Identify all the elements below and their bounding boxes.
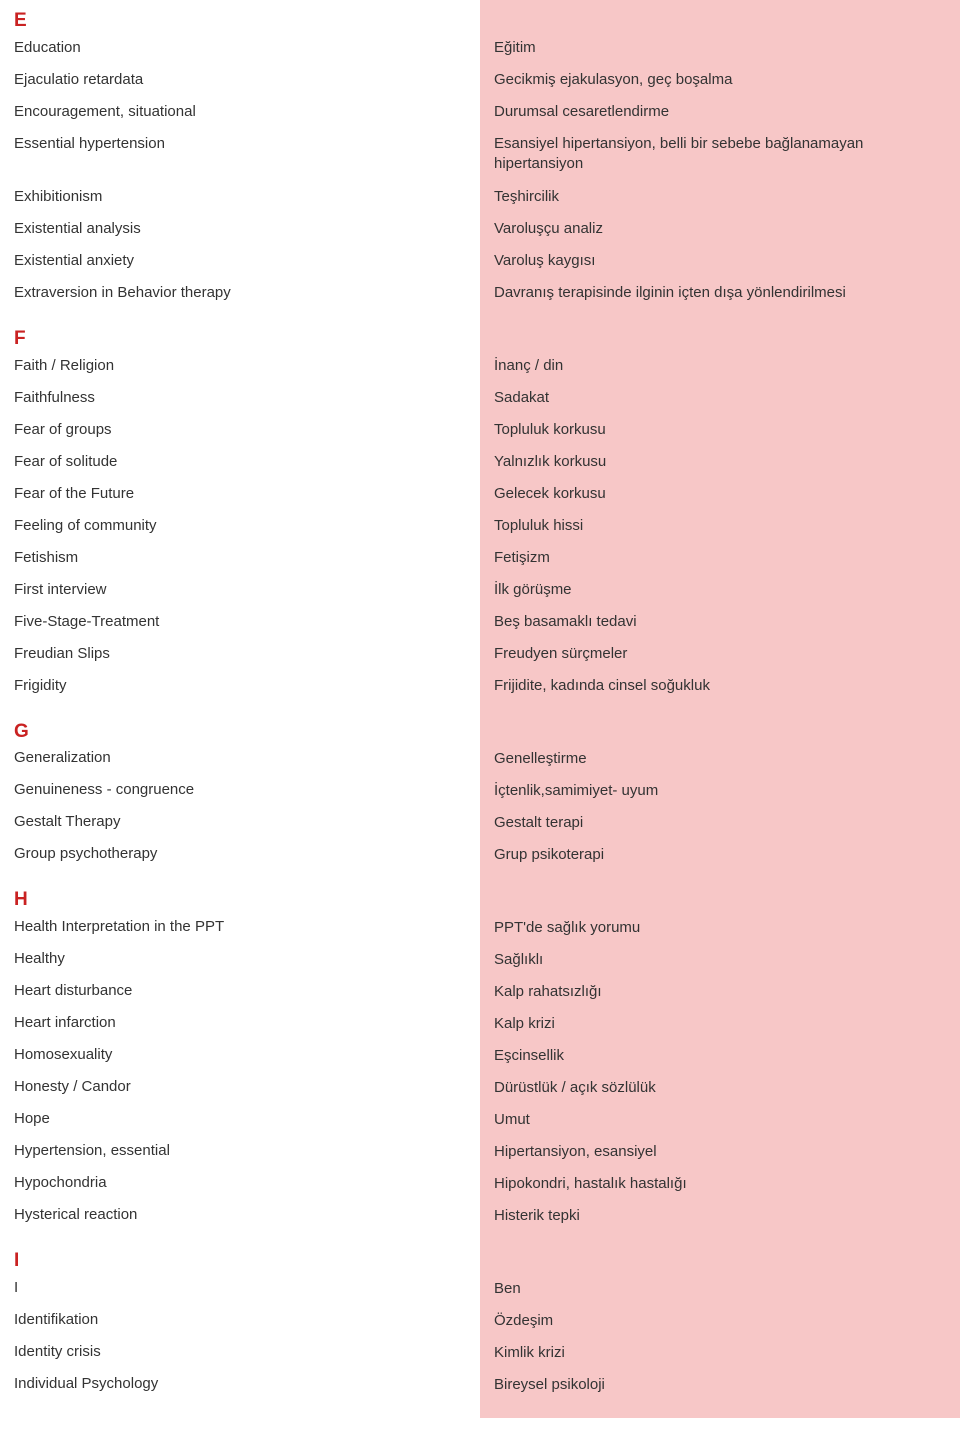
turkish-column: EğitimGecikmiş ejakulasyon, geç boşalmaD… bbox=[480, 0, 960, 1418]
term-tr: Sadakat bbox=[494, 385, 946, 417]
section-letter: F bbox=[14, 328, 466, 351]
term-tr: Bireysel psikoloji bbox=[494, 1372, 946, 1404]
term-en: Five-Stage-Treatment bbox=[14, 609, 466, 641]
term-en: Individual Psychology bbox=[14, 1371, 466, 1403]
term-en: Feeling of community bbox=[14, 513, 466, 545]
term-en: Freudian Slips bbox=[14, 641, 466, 673]
term-tr: Gelecek korkusu bbox=[494, 481, 946, 513]
term-tr: Hipertansiyon, esansiyel bbox=[494, 1139, 946, 1171]
term-tr: İnanç / din bbox=[494, 353, 946, 385]
term-tr: Eşcinsellik bbox=[494, 1043, 946, 1075]
term-tr: Hipokondri, hastalık hastalığı bbox=[494, 1171, 946, 1203]
section-spacer bbox=[494, 874, 946, 915]
term-tr: Topluluk korkusu bbox=[494, 417, 946, 449]
term-tr: Özdeşim bbox=[494, 1308, 946, 1340]
term-en: Fear of the Future bbox=[14, 481, 466, 513]
term-en: Generalization bbox=[14, 745, 466, 777]
term-en: Extraversion in Behavior therapy bbox=[14, 280, 466, 312]
term-tr: Kalp rahatsızlığı bbox=[494, 979, 946, 1011]
term-en: Hypochondria bbox=[14, 1170, 466, 1202]
glossary-table: EEducationEjaculatio retardataEncouragem… bbox=[0, 0, 960, 1418]
term-en: Heart infarction bbox=[14, 1010, 466, 1042]
term-en: First interview bbox=[14, 577, 466, 609]
section-letter: E bbox=[14, 10, 466, 33]
term-en: Fear of groups bbox=[14, 417, 466, 449]
term-en: Health Interpretation in the PPT bbox=[14, 914, 466, 946]
term-en: Gestalt Therapy bbox=[14, 809, 466, 841]
term-tr: Frijidite, kadında cinsel soğukluk bbox=[494, 673, 946, 705]
term-tr: Varoluşçu analiz bbox=[494, 216, 946, 248]
term-en: Encouragement, situational bbox=[14, 99, 466, 131]
term-en: Faithfulness bbox=[14, 385, 466, 417]
section-spacer bbox=[494, 312, 946, 353]
term-en: Fetishism bbox=[14, 545, 466, 577]
term-en: Essential hypertension bbox=[14, 131, 466, 184]
term-tr: Ben bbox=[494, 1276, 946, 1308]
term-tr: Gestalt terapi bbox=[494, 810, 946, 842]
term-en: Identifikation bbox=[14, 1307, 466, 1339]
term-tr: Umut bbox=[494, 1107, 946, 1139]
term-tr: Gecikmiş ejakulasyon, geç boşalma bbox=[494, 67, 946, 99]
term-en: Healthy bbox=[14, 946, 466, 978]
term-en: Group psychotherapy bbox=[14, 841, 466, 873]
term-tr: Durumsal cesaretlendirme bbox=[494, 99, 946, 131]
term-tr: Histerik tepki bbox=[494, 1203, 946, 1235]
english-column: EEducationEjaculatio retardataEncouragem… bbox=[0, 0, 480, 1418]
section-letter: I bbox=[14, 1250, 466, 1273]
term-en: Existential analysis bbox=[14, 216, 466, 248]
term-tr: Freudyen sürçmeler bbox=[494, 641, 946, 673]
term-en: I bbox=[14, 1275, 466, 1307]
term-en: Homosexuality bbox=[14, 1042, 466, 1074]
term-en: Exhibitionism bbox=[14, 184, 466, 216]
term-tr: İlk görüşme bbox=[494, 577, 946, 609]
term-en: Fear of solitude bbox=[14, 449, 466, 481]
term-tr: Beş basamaklı tedavi bbox=[494, 609, 946, 641]
section-spacer bbox=[494, 1235, 946, 1276]
term-en: Hypertension, essential bbox=[14, 1138, 466, 1170]
term-tr: Varoluş kaygısı bbox=[494, 248, 946, 280]
term-en: Hope bbox=[14, 1106, 466, 1138]
term-tr: Sağlıklı bbox=[494, 947, 946, 979]
term-en: Hysterical reaction bbox=[14, 1202, 466, 1234]
term-tr: Teşhircilik bbox=[494, 184, 946, 216]
term-en: Heart disturbance bbox=[14, 978, 466, 1010]
term-en: Honesty / Candor bbox=[14, 1074, 466, 1106]
section-letter: H bbox=[14, 889, 466, 912]
term-tr: İçtenlik,samimiyet- uyum bbox=[494, 778, 946, 810]
term-tr: Eğitim bbox=[494, 35, 946, 67]
section-spacer bbox=[494, 10, 946, 35]
term-en: Frigidity bbox=[14, 673, 466, 705]
section-spacer bbox=[494, 705, 946, 746]
term-tr: Kalp krizi bbox=[494, 1011, 946, 1043]
term-tr: Dürüstlük / açık sözlülük bbox=[494, 1075, 946, 1107]
term-tr: Genelleştirme bbox=[494, 746, 946, 778]
term-tr: Grup psikoterapi bbox=[494, 842, 946, 874]
term-en: Ejaculatio retardata bbox=[14, 67, 466, 99]
term-tr: Davranış terapisinde ilginin içten dışa … bbox=[494, 280, 946, 312]
term-en: Education bbox=[14, 35, 466, 67]
term-tr: Topluluk hissi bbox=[494, 513, 946, 545]
term-tr: PPT'de sağlık yorumu bbox=[494, 915, 946, 947]
term-en: Identity crisis bbox=[14, 1339, 466, 1371]
term-en: Faith / Religion bbox=[14, 353, 466, 385]
term-tr: Fetişizm bbox=[494, 545, 946, 577]
term-tr: Esansiyel hipertansiyon, belli bir sebeb… bbox=[494, 131, 946, 184]
term-en: Genuineness - congruence bbox=[14, 777, 466, 809]
term-en: Existential anxiety bbox=[14, 248, 466, 280]
section-letter: G bbox=[14, 721, 466, 744]
term-tr: Yalnızlık korkusu bbox=[494, 449, 946, 481]
term-tr: Kimlik krizi bbox=[494, 1340, 946, 1372]
